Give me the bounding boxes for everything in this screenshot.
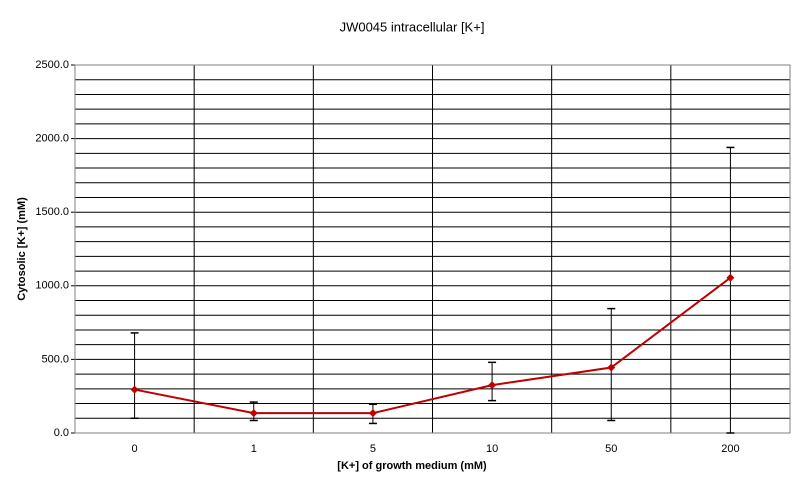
- marker: [130, 385, 139, 394]
- marker: [249, 409, 258, 418]
- series-line: [134, 276, 732, 415]
- x-tick-label: 5: [370, 443, 376, 455]
- x-tick-label: 50: [605, 443, 617, 455]
- x-tick-label: 200: [721, 443, 739, 455]
- y-tick-label: 2500.0: [35, 59, 69, 71]
- plot-frame: [74, 64, 791, 434]
- y-axis-title: Cytosolic [K+] (mM): [16, 197, 28, 301]
- x-tick-label: 10: [486, 443, 498, 455]
- x-tick-label: 0: [132, 443, 138, 455]
- y-tick-label: 1500.0: [35, 206, 69, 218]
- marker: [607, 363, 616, 372]
- y-tick-label: 1000.0: [35, 280, 69, 292]
- y-tick-label: 2000.0: [35, 133, 69, 145]
- chart-title: JW0045 intracellular [K+]: [340, 19, 485, 34]
- y-tick-label: 500.0: [41, 353, 69, 365]
- y-tick-label: 0.0: [54, 427, 69, 439]
- x-tick-label: 1: [251, 443, 257, 455]
- marker: [726, 273, 735, 282]
- marker: [368, 409, 377, 418]
- marker: [488, 381, 497, 390]
- x-axis-title: [K+] of growth medium (mM): [337, 460, 487, 472]
